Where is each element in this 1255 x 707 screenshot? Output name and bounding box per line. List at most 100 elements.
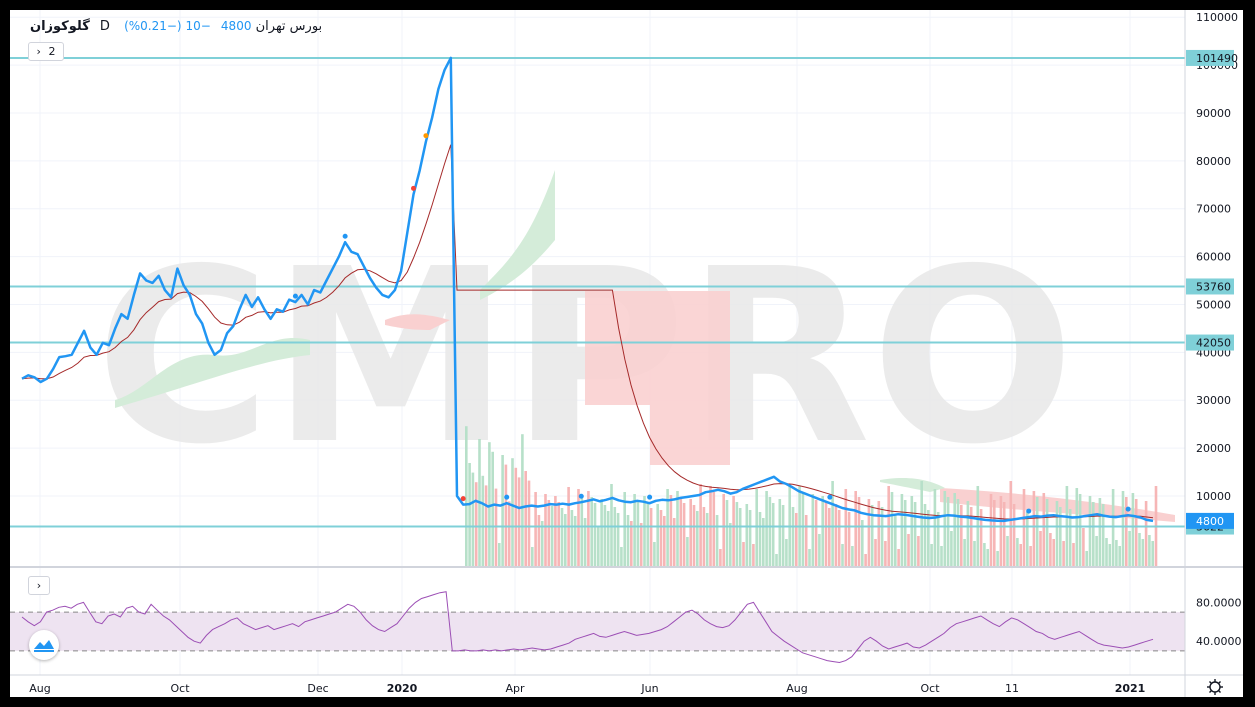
- volume-bar: [699, 484, 702, 567]
- volume-bar: [560, 508, 564, 567]
- ichimoku-cloud: [115, 170, 1175, 522]
- volume-bar: [953, 493, 956, 567]
- level-price-label: 101490: [1196, 52, 1238, 65]
- volume-bar: [956, 499, 960, 567]
- volume-bar: [633, 494, 636, 567]
- price-tick-label: 90000: [1196, 107, 1231, 120]
- volume-bar: [752, 544, 755, 567]
- volume-bar: [521, 434, 524, 567]
- volume-bar: [597, 526, 600, 567]
- volume-bar: [501, 455, 504, 567]
- level-price-tag: [1186, 334, 1234, 351]
- signal-markers: [292, 133, 1131, 514]
- volume-bar: [1012, 504, 1016, 567]
- level-price-tag: [1186, 49, 1234, 66]
- level-price-tag: [1186, 278, 1234, 295]
- volume-bar: [950, 531, 953, 567]
- volume-bar: [1128, 531, 1131, 567]
- signal-marker: [292, 293, 298, 299]
- signal-marker: [1125, 506, 1131, 512]
- volume-bar: [828, 508, 831, 567]
- time-tick-label: Dec: [307, 682, 328, 695]
- cloud-green-1: [115, 337, 310, 408]
- volume-bar: [877, 501, 881, 567]
- volume-bar: [870, 505, 874, 567]
- volume-bar: [722, 494, 725, 567]
- volume-bar: [1072, 543, 1075, 567]
- volume-bar: [986, 549, 989, 567]
- volume-bar: [946, 497, 950, 567]
- volume-bar: [837, 510, 841, 567]
- volume-bar: [1108, 544, 1112, 567]
- volume-bar: [1115, 540, 1118, 567]
- volume-bar: [1134, 499, 1138, 567]
- indicators-toggle-button[interactable]: › 2: [28, 42, 64, 61]
- time-tick-label: Oct: [920, 682, 940, 695]
- volume-bar: [778, 499, 782, 567]
- volume-bar: [686, 537, 689, 567]
- symbol-legend[interactable]: گلوکوزان D بورس تهران 4800 −10 (−0.21%): [30, 19, 322, 34]
- signal-marker: [578, 493, 584, 499]
- volume-bar: [603, 505, 607, 567]
- volume-bar: [626, 515, 630, 567]
- volume-bar: [785, 539, 788, 567]
- settings-gear-icon[interactable]: [1207, 679, 1223, 695]
- volume-bar: [534, 492, 537, 567]
- volume-bar: [573, 516, 577, 567]
- volume-bar: [517, 477, 521, 567]
- volume-bar: [854, 491, 857, 567]
- volume-bar: [940, 546, 943, 567]
- volume-bar: [715, 515, 719, 567]
- volume-bar: [943, 491, 947, 567]
- volume-bar: [781, 505, 785, 567]
- volume-bar: [811, 494, 815, 567]
- volume-bar: [864, 554, 867, 567]
- volume-bars: [465, 426, 1158, 567]
- volume-bar: [771, 503, 775, 567]
- signal-marker: [647, 494, 653, 500]
- volume-bar: [917, 536, 920, 567]
- price-change: −10 (−0.21%): [124, 19, 211, 33]
- rsi-toggle-button[interactable]: ›: [28, 576, 50, 595]
- volume-bar: [1138, 533, 1141, 567]
- volume-bar: [1111, 489, 1115, 567]
- price-tick-label: 80000: [1196, 155, 1231, 168]
- tradingview-logo-icon[interactable]: [29, 630, 59, 660]
- volume-bar: [511, 458, 514, 567]
- symbol-name: گلوکوزان: [30, 19, 90, 34]
- volume-bar: [1035, 497, 1039, 567]
- volume-bar: [758, 512, 762, 567]
- volume-bar: [1148, 535, 1151, 567]
- volume-bar: [696, 511, 699, 567]
- volume-bar: [666, 489, 669, 567]
- volume-bar: [1082, 528, 1085, 567]
- volume-bar: [880, 507, 884, 567]
- volume-bar: [755, 489, 758, 567]
- volume-bar: [1105, 538, 1108, 567]
- volume-bar: [554, 496, 557, 567]
- volume-bar: [498, 543, 501, 567]
- signal-marker: [1026, 508, 1032, 514]
- price-axis: 1100001000009000080000700006000050000400…: [1186, 11, 1238, 535]
- volume-bar: [663, 516, 666, 567]
- volume-bar: [504, 464, 508, 567]
- volume-bar: [1019, 544, 1022, 567]
- volume-bar: [847, 512, 851, 567]
- volume-bar: [1016, 538, 1019, 567]
- volume-bar: [897, 549, 900, 567]
- exchange-label: بورس تهران: [255, 19, 323, 34]
- volume-bar: [488, 442, 491, 567]
- cloud-green-3: [880, 477, 945, 492]
- volume-bar: [930, 544, 933, 567]
- volume-bar: [1131, 493, 1135, 567]
- volume-bar: [481, 475, 485, 567]
- volume-bar: [682, 503, 686, 567]
- volume-bar: [1092, 502, 1095, 567]
- volume-bar: [705, 513, 709, 567]
- volume-bar: [471, 472, 475, 567]
- time-tick-label: 2021: [1115, 682, 1146, 695]
- price-tick-label: 110000: [1196, 11, 1238, 24]
- cloud-red-2: [585, 291, 730, 465]
- time-tick-label: Jun: [640, 682, 658, 695]
